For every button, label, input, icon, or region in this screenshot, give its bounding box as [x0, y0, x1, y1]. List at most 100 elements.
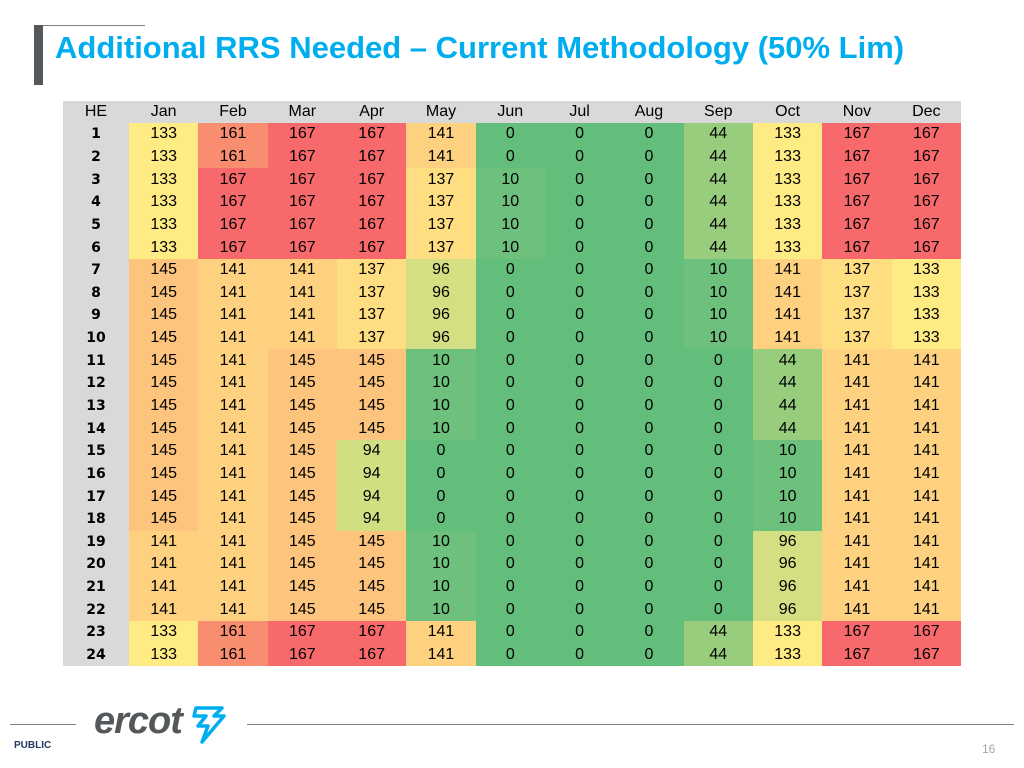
value-cell: 141	[891, 372, 961, 395]
value-cell: 0	[614, 621, 684, 644]
value-cell: 141	[822, 417, 892, 440]
value-cell: 167	[336, 643, 407, 667]
value-cell: 167	[822, 190, 892, 214]
value-cell: 0	[614, 304, 684, 327]
value-cell: 133	[129, 145, 199, 169]
value-cell: 96	[752, 530, 823, 554]
value-cell: 141	[198, 281, 268, 305]
value-cell: 145	[267, 439, 337, 463]
value-cell: 0	[406, 462, 476, 486]
he-cell: 23	[63, 621, 129, 644]
he-cell: 12	[63, 372, 129, 395]
value-cell: 0	[544, 236, 615, 259]
value-cell: 10	[406, 349, 476, 373]
value-cell: 0	[544, 394, 615, 418]
header-month-apr: Apr	[336, 101, 407, 123]
table-header-row: HE Jan Feb Mar Apr May Jun Jul Aug Sep Oct Nov Dec	[63, 101, 961, 123]
value-cell: 10	[406, 575, 476, 599]
table-row: 23 133 161 167 167 141 0 0 0 44 133 167 167	[63, 621, 961, 644]
value-cell: 141	[198, 530, 268, 554]
value-cell: 10	[683, 304, 753, 327]
header-month-jan: Jan	[129, 101, 199, 123]
value-cell: 0	[614, 123, 684, 146]
value-cell: 167	[267, 643, 337, 667]
table-row: 7 145 141 141 137 96 0 0 0 10 141 137 133	[63, 258, 961, 282]
he-cell: 21	[63, 575, 129, 599]
value-cell: 0	[614, 439, 684, 463]
value-cell: 167	[822, 123, 892, 146]
value-cell: 141	[822, 372, 892, 395]
he-cell: 15	[63, 439, 129, 463]
value-cell: 10	[475, 213, 545, 237]
value-cell: 0	[614, 258, 684, 282]
value-cell: 145	[336, 394, 407, 418]
value-cell: 141	[752, 304, 823, 327]
value-cell: 133	[891, 326, 961, 350]
value-cell: 141	[891, 553, 961, 576]
value-cell: 0	[475, 485, 545, 508]
value-cell: 141	[267, 258, 337, 282]
value-cell: 96	[752, 575, 823, 599]
value-cell: 145	[129, 326, 199, 350]
value-cell: 0	[475, 598, 545, 622]
value-cell: 141	[822, 485, 892, 508]
value-cell: 44	[752, 417, 823, 440]
rrs-heatmap-table: HE Jan Feb Mar Apr May Jun Jul Aug Sep Oct Nov Dec 1…	[63, 101, 961, 667]
value-cell: 141	[822, 507, 892, 531]
value-cell: 161	[198, 621, 268, 644]
value-cell: 141	[891, 349, 961, 373]
value-cell: 0	[614, 145, 684, 169]
value-cell: 133	[129, 168, 199, 191]
value-cell: 0	[544, 190, 615, 214]
value-cell: 167	[198, 190, 268, 214]
value-cell: 0	[544, 123, 615, 146]
value-cell: 0	[544, 326, 615, 350]
ercot-bolt-icon	[192, 706, 226, 744]
value-cell: 133	[752, 190, 823, 214]
value-cell: 141	[267, 304, 337, 327]
value-cell: 141	[822, 553, 892, 576]
table-row: 8 145 141 141 137 96 0 0 0 10 141 137 133	[63, 281, 961, 305]
value-cell: 141	[891, 507, 961, 531]
value-cell: 0	[544, 349, 615, 373]
value-cell: 133	[891, 304, 961, 327]
header-month-may: May	[406, 101, 476, 123]
value-cell: 0	[614, 372, 684, 395]
value-cell: 0	[614, 168, 684, 191]
value-cell: 141	[406, 621, 476, 644]
rrs-heatmap-table-container: HE Jan Feb Mar Apr May Jun Jul Aug Sep Oct Nov Dec 1…	[63, 101, 961, 667]
value-cell: 145	[336, 530, 407, 554]
value-cell: 141	[406, 123, 476, 146]
table-row: 14 145 141 145 145 10 0 0 0 0 44 141 141	[63, 417, 961, 440]
value-cell: 0	[614, 236, 684, 259]
value-cell: 167	[267, 123, 337, 146]
value-cell: 145	[267, 462, 337, 486]
value-cell: 141	[198, 507, 268, 531]
table-row: 16 145 141 145 94 0 0 0 0 0 10 141 141	[63, 462, 961, 486]
value-cell: 133	[891, 281, 961, 305]
title-accent-bar	[34, 25, 43, 85]
value-cell: 141	[406, 643, 476, 667]
table-body: 1 133 161 167 167 141 0 0 0 44 133 167 167 2 133 161 167…	[63, 123, 961, 667]
value-cell: 10	[683, 326, 753, 350]
table-row: 19 141 141 145 145 10 0 0 0 0 96 141 141	[63, 530, 961, 554]
value-cell: 0	[683, 349, 753, 373]
value-cell: 133	[129, 123, 199, 146]
value-cell: 145	[129, 304, 199, 327]
value-cell: 96	[406, 326, 476, 350]
value-cell: 137	[822, 281, 892, 305]
value-cell: 0	[683, 439, 753, 463]
he-cell: 6	[63, 236, 129, 259]
value-cell: 44	[683, 190, 753, 214]
value-cell: 0	[544, 621, 615, 644]
value-cell: 141	[129, 553, 199, 576]
value-cell: 141	[891, 462, 961, 486]
value-cell: 141	[267, 326, 337, 350]
value-cell: 141	[822, 530, 892, 554]
value-cell: 10	[406, 530, 476, 554]
value-cell: 0	[544, 553, 615, 576]
table-row: 15 145 141 145 94 0 0 0 0 0 10 141 141	[63, 439, 961, 463]
value-cell: 145	[267, 372, 337, 395]
value-cell: 167	[267, 213, 337, 237]
value-cell: 0	[614, 643, 684, 667]
